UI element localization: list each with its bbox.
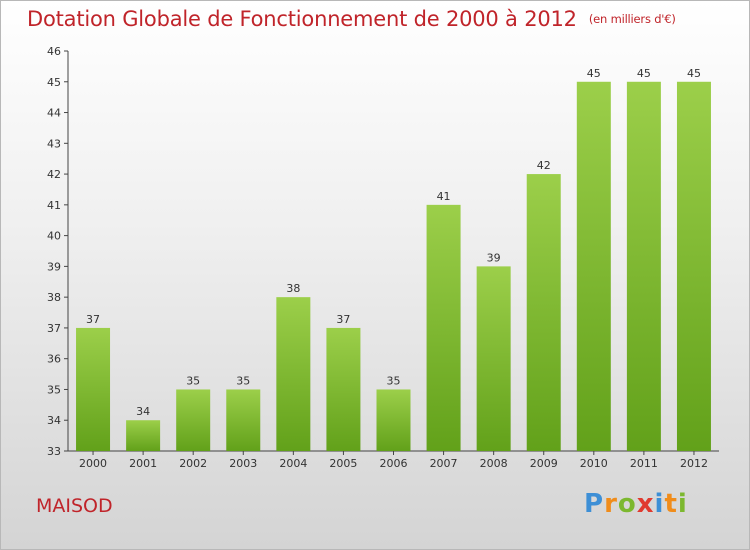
y-tick-label: 45 [47, 76, 61, 89]
y-tick-label: 38 [47, 291, 61, 304]
proxiti-logo: Proxiti [584, 489, 688, 519]
logo-letter: o [617, 489, 637, 519]
bar [476, 266, 511, 451]
x-tick-label: 2000 [79, 457, 107, 470]
x-tick-label: 2007 [430, 457, 458, 470]
bar-value-label: 35 [387, 374, 401, 387]
bar [376, 389, 411, 451]
x-tick-label: 2008 [480, 457, 508, 470]
axes: 33 34 35 36 37 38 39 40 41 42 43 44 45 46 2000 2001 2002… [47, 45, 719, 470]
bar [76, 327, 111, 451]
x-tick-label: 2002 [179, 457, 207, 470]
bar-value-label: 45 [687, 67, 701, 80]
bar-value-label: 34 [136, 405, 150, 418]
y-tick-label: 41 [47, 199, 61, 212]
x-tick-label: 2010 [580, 457, 608, 470]
y-tick-label: 43 [47, 137, 61, 150]
bar-value-label: 35 [236, 374, 250, 387]
y-tick-label: 42 [47, 168, 61, 181]
bar [126, 420, 161, 451]
bars: 37 34 35 35 38 37 35 41 39 42 45 45 45 [76, 67, 711, 452]
x-tick-label: 2003 [229, 457, 257, 470]
bar-value-label: 37 [86, 313, 100, 326]
logo-letter: i [677, 489, 688, 519]
y-tick-label: 33 [47, 445, 61, 458]
bar [626, 81, 661, 452]
bar-value-label: 39 [487, 251, 501, 264]
logo-letter: t [664, 489, 678, 519]
y-tick-label: 46 [47, 45, 61, 58]
bar-value-label: 42 [537, 159, 551, 172]
y-tick-label: 40 [47, 230, 61, 243]
x-tick-label: 2006 [380, 457, 408, 470]
logo-letter: i [654, 489, 665, 519]
y-tick-label: 35 [47, 383, 61, 396]
logo-letter: x [636, 489, 655, 519]
logo-letter: P [584, 489, 605, 519]
bar-value-label: 45 [587, 67, 601, 80]
x-tick-label: 2005 [329, 457, 357, 470]
y-tick-label: 44 [47, 107, 61, 120]
bar [676, 81, 711, 452]
bar [176, 389, 211, 451]
x-tick-label: 2011 [630, 457, 658, 470]
bar-value-label: 37 [336, 313, 350, 326]
bar-value-label: 45 [637, 67, 651, 80]
bar [526, 174, 561, 452]
unit-subtitle: (en milliers d'€) [588, 12, 676, 26]
chart-title: Dotation Globale de Fonctionnement de 20… [27, 7, 676, 31]
x-tick-label: 2012 [680, 457, 708, 470]
y-tick-label: 39 [47, 260, 61, 273]
x-tick-label: 2001 [129, 457, 157, 470]
bar [576, 81, 611, 452]
y-tick-label: 36 [47, 353, 61, 366]
bar-value-label: 35 [186, 374, 200, 387]
bar-value-label: 38 [286, 282, 300, 295]
bar [326, 327, 361, 451]
commune-name: MAISOD [36, 495, 113, 517]
y-tick-label: 37 [47, 322, 61, 335]
logo-letter: r [604, 489, 618, 519]
bar [276, 297, 311, 451]
bar [426, 204, 461, 451]
title-text: Dotation Globale de Fonctionnement de 20… [27, 7, 577, 31]
x-tick-label: 2004 [279, 457, 307, 470]
bar [226, 389, 261, 451]
x-tick-label: 2009 [530, 457, 558, 470]
y-tick-label: 34 [47, 414, 61, 427]
bar-value-label: 41 [437, 190, 451, 203]
